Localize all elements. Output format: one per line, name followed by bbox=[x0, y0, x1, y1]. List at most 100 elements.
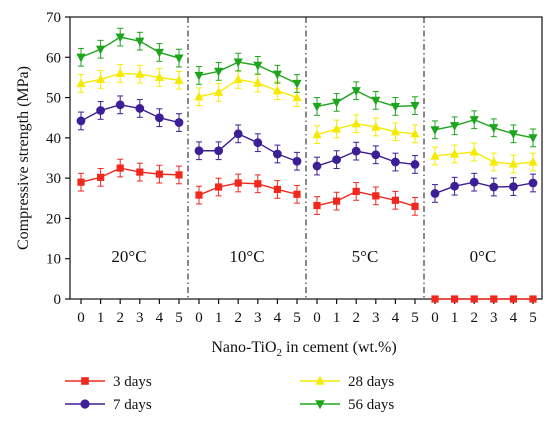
data-point bbox=[451, 295, 459, 303]
data-point bbox=[410, 102, 420, 111]
data-point bbox=[292, 79, 302, 89]
data-point bbox=[292, 92, 302, 102]
series-line bbox=[316, 150, 416, 167]
data-point bbox=[214, 67, 224, 77]
x-tick-label: 4 bbox=[392, 310, 400, 326]
series-28-days-4 bbox=[430, 142, 538, 174]
data-point bbox=[391, 196, 399, 204]
x-axis-title: Nano-TiO2 in cement (wt.%) bbox=[211, 339, 396, 359]
series-56-days-2 bbox=[194, 52, 302, 93]
data-point bbox=[214, 87, 224, 96]
legend-label: 56 days bbox=[348, 397, 394, 413]
series-56-days-1 bbox=[76, 27, 184, 68]
series-line bbox=[80, 167, 180, 183]
data-point bbox=[390, 102, 400, 112]
data-point bbox=[154, 72, 164, 82]
data-point bbox=[489, 182, 499, 192]
panel-label: 0°C bbox=[470, 247, 497, 266]
data-point bbox=[253, 77, 263, 87]
series-56-days-3 bbox=[312, 81, 420, 116]
data-point bbox=[470, 295, 478, 303]
series-line bbox=[80, 36, 180, 59]
data-point bbox=[194, 146, 204, 156]
x-tick-label: 2 bbox=[470, 310, 478, 326]
data-point bbox=[430, 126, 440, 135]
series-line bbox=[316, 89, 416, 108]
series-3-days-4 bbox=[431, 295, 537, 303]
data-point bbox=[174, 75, 184, 84]
series-line bbox=[198, 61, 298, 85]
data-point bbox=[76, 53, 86, 63]
y-tick-label: 60 bbox=[46, 50, 61, 66]
data-point bbox=[254, 180, 262, 188]
data-point bbox=[469, 177, 479, 187]
data-point bbox=[155, 113, 164, 123]
series-56-days-4 bbox=[430, 110, 538, 148]
panel-label: 5°C bbox=[352, 247, 379, 266]
x-tick-label: 1 bbox=[333, 310, 341, 326]
data-point bbox=[490, 295, 498, 303]
data-point bbox=[371, 150, 381, 160]
data-point bbox=[430, 189, 440, 198]
data-point bbox=[195, 191, 203, 199]
data-point bbox=[371, 96, 381, 106]
data-point bbox=[174, 54, 184, 64]
x-tick-label: 0 bbox=[195, 310, 203, 326]
legend-item-28-days: 28 days bbox=[300, 374, 394, 390]
data-point bbox=[371, 121, 381, 131]
legend-marker bbox=[80, 399, 90, 409]
x-tick-label: 5 bbox=[529, 310, 537, 326]
y-tick-label: 50 bbox=[46, 91, 61, 107]
data-point bbox=[410, 128, 420, 138]
data-point bbox=[450, 148, 460, 158]
series-28-days-1 bbox=[76, 64, 184, 93]
x-tick-label: 3 bbox=[254, 310, 262, 326]
legend: 3 days 7 days 28 days 56 days bbox=[65, 374, 394, 413]
data-point bbox=[489, 156, 499, 166]
legend-label: 7 days bbox=[113, 397, 152, 413]
y-tick-label: 70 bbox=[46, 10, 61, 26]
data-point bbox=[76, 116, 86, 126]
data-point bbox=[273, 185, 281, 194]
panel-label: 20°C bbox=[111, 247, 146, 266]
data-point bbox=[233, 74, 243, 84]
data-point bbox=[115, 33, 125, 43]
series-line bbox=[316, 190, 416, 208]
x-tick-label: 1 bbox=[97, 310, 105, 326]
data-point bbox=[273, 149, 282, 159]
panel-label: 10°C bbox=[229, 247, 264, 266]
data-point bbox=[194, 71, 204, 81]
x-tick-label: 0 bbox=[431, 310, 439, 326]
data-point bbox=[313, 201, 321, 210]
data-point bbox=[96, 45, 106, 55]
series-line bbox=[198, 78, 298, 99]
data-point bbox=[509, 182, 518, 192]
data-point bbox=[489, 124, 499, 133]
data-point bbox=[96, 74, 106, 84]
data-point bbox=[312, 102, 322, 112]
x-tick-label: 5 bbox=[293, 310, 301, 326]
data-point bbox=[233, 58, 243, 68]
series-7-days-3 bbox=[312, 141, 420, 176]
series-7-days-4 bbox=[430, 172, 538, 203]
data-point bbox=[136, 168, 144, 176]
data-point bbox=[333, 197, 341, 205]
x-tick-label: 2 bbox=[234, 310, 242, 326]
data-point bbox=[215, 183, 223, 191]
series-28-days-3 bbox=[312, 114, 420, 144]
data-point bbox=[508, 158, 518, 168]
y-tick-label: 0 bbox=[54, 292, 62, 308]
data-point bbox=[233, 129, 243, 139]
data-point bbox=[272, 85, 282, 95]
data-point bbox=[253, 61, 263, 71]
data-point bbox=[155, 170, 163, 178]
data-point bbox=[234, 179, 242, 187]
y-tick-label: 10 bbox=[46, 252, 61, 268]
panel-labels: 20°C 10°C 5°C 0°C bbox=[111, 247, 496, 266]
data-point bbox=[214, 146, 224, 156]
data-point bbox=[135, 69, 145, 78]
data-point bbox=[508, 130, 518, 139]
data-point bbox=[292, 156, 302, 166]
x-tick-label: 4 bbox=[156, 310, 164, 326]
